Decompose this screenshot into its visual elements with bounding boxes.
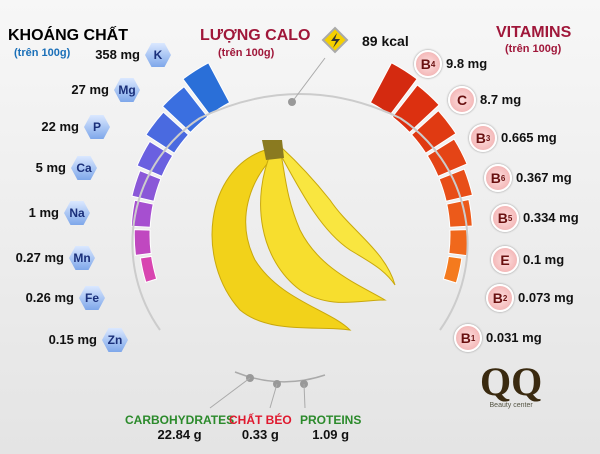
macro-value: 1.09 g [312, 427, 350, 442]
vitamin-badge: C [448, 86, 476, 114]
vitamin-index: 5 [507, 213, 513, 223]
macro-name: PROTEINS [300, 413, 362, 427]
calories-subtitle: (trên 100g) [218, 47, 275, 59]
mineral-value: 0.15 mg [48, 332, 97, 347]
logo-mark: QQ [480, 359, 543, 404]
mineral-value: 0.26 mg [25, 290, 74, 305]
mineral-badge-fe: Fe [79, 286, 105, 310]
macro-proteins: PROTEINS 1.09 g [300, 413, 361, 442]
vitamin-index: 3 [485, 133, 491, 143]
vitamins-subtitle: (trên 100g) [505, 43, 562, 55]
vitamin-value: 0.1 mg [523, 252, 565, 267]
vitamin-value: 0.334 mg [523, 210, 579, 225]
mineral-bar [136, 140, 174, 177]
vitamin-value: 0.665 mg [501, 130, 557, 145]
vitamin-value: 9.8 mg [446, 56, 488, 71]
vitamin-symbol: B [490, 170, 501, 186]
mineral-badge-p: P [84, 115, 110, 139]
logo: QQ Beauty center [480, 359, 543, 410]
vitamins-title: VITAMINS [496, 24, 572, 41]
vitamin-symbol: B [492, 290, 503, 306]
macro-value: 0.33 g [241, 427, 279, 442]
logo-tagline: Beauty center [489, 402, 533, 409]
vitamin-index: 6 [500, 173, 506, 183]
mineral-badge-na: Na [64, 201, 90, 225]
macro-name: CHẤT BÉO [229, 413, 292, 427]
vitamin-symbol: B [460, 330, 471, 346]
calories-title: LƯỢNG CALO [200, 27, 311, 44]
vitamin-value: 8.7 mg [480, 92, 522, 107]
vitamin-bar [426, 138, 468, 177]
mineral-bar [139, 255, 158, 283]
mineral-bar [133, 229, 152, 256]
vitamin-index: 2 [502, 293, 508, 303]
mineral-value: 1 mg [28, 205, 59, 220]
minerals-subtitle: (trên 100g) [14, 47, 71, 59]
vitamin-bar [446, 198, 473, 228]
vitamin-symbol: B [497, 210, 508, 226]
vitamin-symbol: B [475, 130, 486, 146]
vitamin-index: 1 [470, 333, 476, 343]
mineral-value: 22 mg [41, 119, 79, 134]
mineral-value: 5 mg [35, 160, 66, 175]
mineral-badge-zn: Zn [102, 328, 128, 352]
macro-fat: CHẤT BÉO 0.33 g [229, 413, 292, 442]
vitamin-value: 0.031 mg [486, 330, 542, 345]
calories-value: 89 kcal [362, 33, 409, 49]
mineral-badge-ca: Ca [71, 156, 97, 180]
vitamin-bar [448, 229, 469, 257]
vitamin-value: 0.073 mg [518, 290, 574, 305]
macro-name: CARBOHYDRATES [125, 413, 235, 427]
vitamin-value: 0.367 mg [516, 170, 572, 185]
minerals-title: KHOÁNG CHẤT [8, 27, 128, 44]
banana-illustration [211, 140, 396, 331]
vitamin-badge: E [491, 246, 519, 274]
vitamin-index: 4 [430, 59, 436, 69]
mineral-value: 27 mg [71, 82, 109, 97]
vitamin-symbol: B [420, 56, 431, 72]
mineral-bar [145, 111, 190, 154]
vitamin-bar [442, 255, 463, 284]
mineral-value: 0.27 mg [15, 250, 64, 265]
macro-carbohydrates: CARBOHYDRATES 22.84 g [125, 413, 234, 442]
mineral-bar [131, 170, 162, 202]
vitamin-bar [410, 109, 457, 154]
mineral-badge-mn: Mn [69, 246, 95, 270]
vitamin-symbol: C [456, 92, 468, 108]
vitamin-bar [369, 62, 418, 116]
macro-value: 22.84 g [157, 427, 202, 442]
mineral-value: 358 mg [95, 47, 140, 62]
vitamin-symbol: E [500, 252, 510, 268]
